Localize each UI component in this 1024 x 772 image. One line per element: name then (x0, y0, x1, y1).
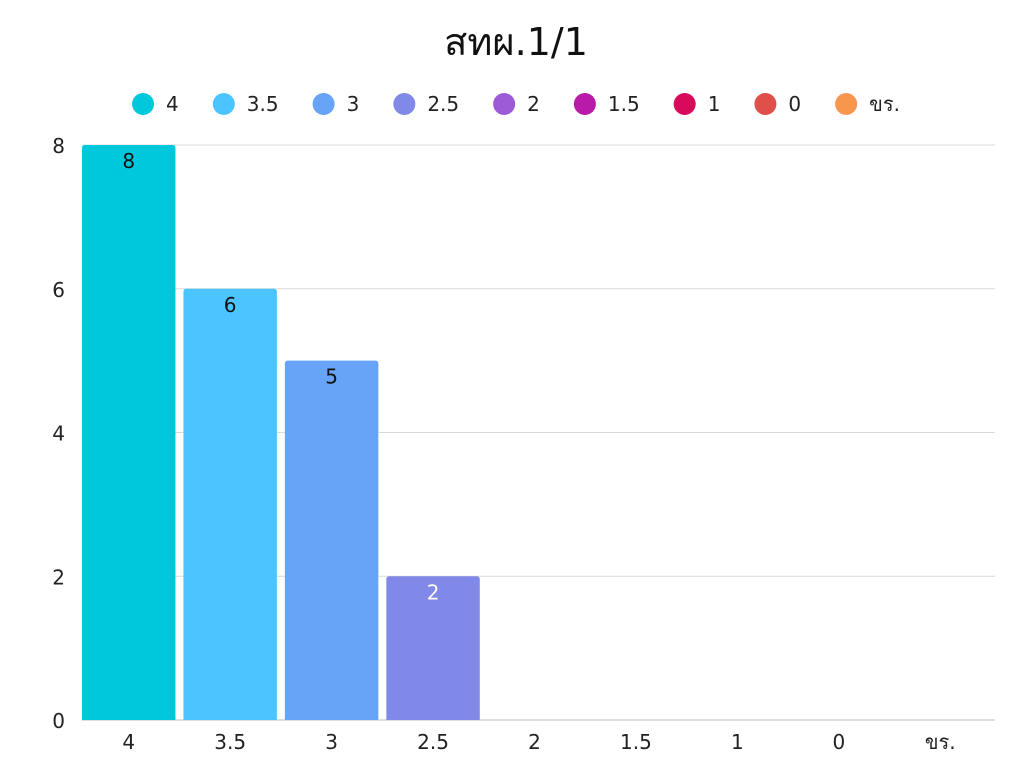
legend-item: 3.5 (212, 92, 279, 116)
x-tick-label: 3 (325, 730, 338, 754)
bar-labels: 8 6 5 2 (122, 149, 439, 604)
bar-data-label: 5 (325, 365, 338, 389)
chart-title: สทผ.1/1 (444, 20, 588, 64)
bar (82, 145, 176, 720)
x-tick-label: 1.5 (620, 730, 652, 754)
x-tick-label: 4 (122, 730, 135, 754)
x-tick-label: 3.5 (214, 730, 246, 754)
legend-marker (493, 93, 516, 115)
legend-marker (393, 93, 416, 115)
legend-label: 1 (708, 92, 721, 116)
bars (82, 145, 480, 720)
x-axis-ticks: 4 3.5 3 2.5 2 1.5 1 0 ขร. (122, 730, 955, 754)
legend-label: 2 (527, 92, 540, 116)
legend-label: 3 (347, 92, 360, 116)
x-tick-label: ขร. (925, 730, 956, 754)
legend-marker (835, 93, 858, 115)
legend: 4 3.5 3 2.5 2 1.5 1 0 ขร. (132, 92, 900, 116)
legend-label: ขร. (869, 92, 900, 116)
legend-item: 2 (493, 92, 540, 116)
legend-label: 0 (788, 92, 801, 116)
y-tick-label: 6 (52, 278, 65, 302)
y-tick-label: 2 (52, 565, 65, 589)
bar-data-label: 6 (224, 293, 237, 317)
bar (386, 576, 480, 720)
x-tick-label: 2 (528, 730, 541, 754)
x-tick-label: 0 (832, 730, 845, 754)
legend-marker (132, 93, 155, 115)
legend-marker (312, 93, 335, 115)
legend-item: 2.5 (393, 92, 459, 116)
x-tick-label: 2.5 (417, 730, 449, 754)
y-tick-label: 4 (52, 422, 65, 446)
y-tick-label: 0 (52, 709, 65, 733)
x-tick-label: 1 (731, 730, 744, 754)
bar (183, 288, 277, 720)
legend-label: 1.5 (608, 92, 640, 116)
legend-marker (573, 93, 596, 115)
legend-label: 2.5 (427, 92, 459, 116)
legend-label: 3.5 (247, 92, 279, 116)
legend-item: 4 (132, 92, 179, 116)
legend-marker (212, 93, 235, 115)
legend-label: 4 (166, 92, 179, 116)
bar-data-label: 2 (427, 580, 440, 604)
y-axis-ticks: 0 2 4 6 8 (52, 134, 65, 733)
legend-item: ขร. (835, 92, 900, 116)
bar-data-label: 8 (122, 149, 135, 173)
y-tick-label: 8 (52, 134, 65, 158)
legend-item: 1.5 (573, 92, 640, 116)
legend-item: 0 (754, 92, 801, 116)
legend-item: 1 (673, 92, 721, 116)
legend-item: 3 (312, 92, 360, 116)
bar (284, 360, 379, 720)
legend-marker (673, 93, 696, 115)
legend-marker (754, 93, 777, 115)
